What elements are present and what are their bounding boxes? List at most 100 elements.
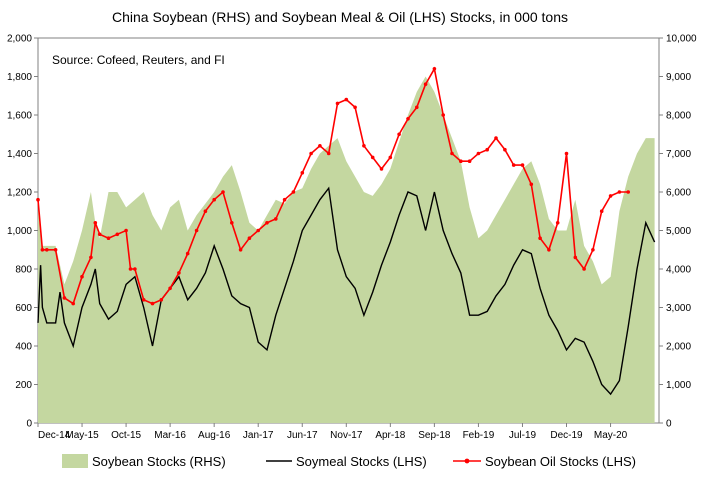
soybean-oil-point [168,286,172,291]
soybean-oil-point [529,182,534,187]
soybean-oil-point [203,209,208,213]
x-tick-label: Aug-16 [198,430,231,441]
soybean-oil-point [89,255,93,260]
x-tick-label: Mar-16 [154,430,186,441]
soybean-oil-point [406,117,410,121]
soybean-oil-point [520,163,525,167]
soybean-oil-point [115,232,120,237]
y-right-tick-label: 6,000 [666,188,691,199]
soybean-oil-point [415,105,419,110]
soybean-oil-point [582,267,586,271]
source-annotation: Source: Cofeed, Reuters, and FI [52,53,225,67]
soybean-oil-point [494,136,498,140]
soybean-oil-point [459,159,463,163]
y-right-tick-label: 7,000 [666,149,691,160]
soybean-oil-point [177,271,181,275]
soybean-oil-point [238,248,243,252]
y-right-tick-label: 1,000 [666,380,691,391]
legend-label-soymeal: Soymeal Stocks (LHS) [296,454,427,469]
soybean-oil-point [159,298,164,302]
soybean-oil-point [133,267,137,271]
soybean-oil-point [141,298,146,302]
y-left-tick-label: 1,800 [7,72,32,83]
legend-label-oil: Soybean Oil Stocks (LHS) [485,454,636,469]
soybean-oil-point [353,105,357,110]
y-left-tick-label: 2,000 [7,34,32,45]
y-right-tick-label: 4,000 [666,265,691,276]
x-tick-label: May-20 [594,430,628,441]
soybean-oil-point [467,159,472,163]
soybean-oil-point [379,167,384,171]
chart-title: China Soybean (RHS) and Soybean Meal & O… [112,9,568,25]
y-right-tick-label: 10,000 [666,34,697,45]
y-left-tick-label: 1,200 [7,188,32,199]
soybean-oil-point [265,221,269,225]
soybean-oil-point [441,113,446,117]
soymeal-stocks-line [37,186,656,396]
soybean-oil-point [326,151,331,156]
y-right-tick-label: 3,000 [666,303,691,314]
soybean-stocks-area-path [38,76,655,423]
soybean-oil-point [599,209,604,213]
x-tick-label: Jun-17 [287,430,318,441]
soybean-oil-point [370,155,375,160]
soybean-oil-point [511,163,516,167]
soybean-oil-point [476,151,481,156]
soybean-oil-point [362,144,366,148]
soybean-stocks-area [38,76,655,423]
x-tick-label: Jul-19 [509,430,537,441]
soybean-oil-point [80,274,84,279]
soybean-oil-point [53,248,58,252]
soybean-oil-point [62,296,67,300]
soybean-oil-point [300,171,305,175]
soybean-oil-point [124,228,128,233]
x-tick-label: Dec-19 [550,430,583,441]
x-tick-label: Apr-18 [375,430,405,441]
y-left-tick-label: 0 [26,419,32,430]
soybean-oil-point [318,144,322,148]
soybean-oil-point [212,197,216,202]
y-right-tick-label: 8,000 [666,111,691,122]
soybean-oil-point [291,190,296,194]
x-tick-label: Dec-14 [38,430,71,441]
legend-label-soybean: Soybean Stocks (RHS) [92,454,226,469]
soybean-oil-point [71,301,75,306]
y-right-tick-label: 9,000 [666,72,691,83]
soybean-oil-point [185,251,190,256]
x-tick-label: Nov-17 [330,430,363,441]
y-left-tick-label: 1,600 [7,111,32,122]
soybean-oil-point [230,221,234,225]
soybean-oil-point [247,236,252,240]
legend-marker-oil [464,458,470,464]
soybean-oil-point [309,151,313,156]
y-axis-right: 0 1,000 2,000 3,000 4,000 5,000 6,000 7,000 8,00… [659,34,697,430]
y-left-tick-label: 600 [15,303,32,314]
x-tick-label: Feb-19 [463,430,495,441]
soybean-oil-point [485,147,490,152]
soybean-oil-point [608,194,613,198]
soybean-oil-point [106,236,111,240]
y-right-tick-label: 0 [666,419,672,430]
soybean-oil-point [547,248,551,252]
soybean-oil-point [344,97,349,102]
x-tick-label: Sep-18 [418,430,451,441]
soybean-oil-point [221,190,225,194]
y-left-tick-label: 400 [15,342,32,353]
y-left-tick-label: 200 [15,380,32,391]
soybean-oil-point [423,82,428,86]
soybean-oil-point [573,255,578,260]
y-left-tick-label: 800 [15,265,32,276]
soybean-oil-point [397,132,401,137]
plot-area: Source: Cofeed, Reuters, and FI [36,37,660,424]
soybean-oil-point [432,67,437,71]
x-tick-label: May-15 [65,430,99,441]
soybean-oil-point [555,221,560,225]
soybean-oil-point [564,151,569,156]
legend-swatch-soybean [62,454,88,468]
soybean-oil-point [93,221,98,225]
y-left-tick-label: 1,400 [7,149,32,160]
soybean-oil-point [128,267,133,271]
y-left-tick-label: 1,000 [7,226,32,237]
